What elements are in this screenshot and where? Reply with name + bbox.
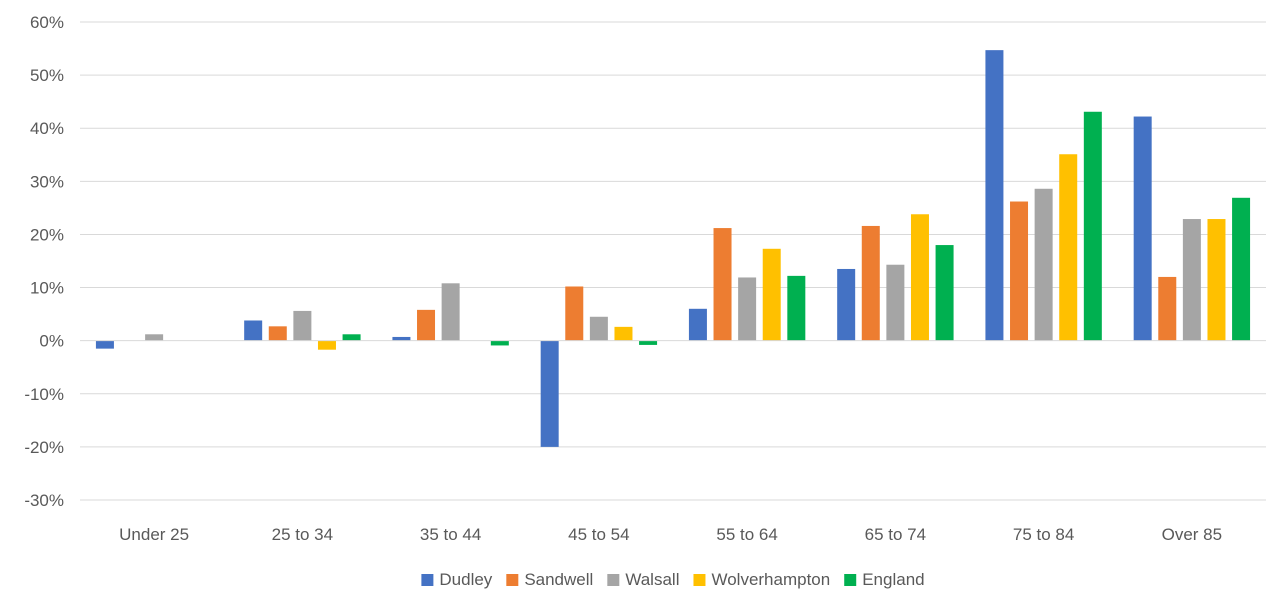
bars bbox=[95, 50, 1251, 447]
bar-dudley-under-25 bbox=[95, 340, 114, 349]
bar-dudley-75-to-84 bbox=[985, 50, 1004, 341]
bar-dudley-35-to-44 bbox=[392, 336, 411, 341]
y-tick-label: 40% bbox=[30, 119, 64, 138]
bar-wolverhampton-75-to-84 bbox=[1059, 154, 1078, 341]
bar-england-55-to-64 bbox=[787, 275, 806, 341]
bar-england-25-to-34 bbox=[342, 334, 361, 341]
x-tick-label: Over 85 bbox=[1162, 525, 1222, 544]
x-tick-label: 45 to 54 bbox=[568, 525, 629, 544]
legend-swatch-wolverhampton bbox=[693, 574, 706, 586]
y-tick-label: -20% bbox=[24, 438, 64, 457]
bar-wolverhampton-65-to-74 bbox=[910, 214, 929, 341]
bar-wolverhampton-55-to-64 bbox=[762, 248, 781, 341]
bar-england-75-to-84 bbox=[1083, 111, 1102, 341]
x-tick-label: 25 to 34 bbox=[272, 525, 333, 544]
legend-label-wolverhampton: Wolverhampton bbox=[711, 570, 830, 589]
bar-wolverhampton-over-85 bbox=[1207, 219, 1226, 341]
legend-label-england: England bbox=[862, 570, 924, 589]
bar-sandwell-over-85 bbox=[1158, 276, 1177, 341]
bar-walsall-55-to-64 bbox=[738, 277, 757, 341]
bar-dudley-55-to-64 bbox=[688, 308, 707, 341]
bar-sandwell-45-to-54 bbox=[565, 286, 584, 341]
bar-dudley-over-85 bbox=[1133, 116, 1152, 341]
gridlines bbox=[80, 21, 1266, 501]
bar-sandwell-35-to-44 bbox=[417, 309, 436, 341]
bar-england-35-to-44 bbox=[490, 340, 509, 346]
bar-dudley-45-to-54 bbox=[540, 340, 559, 447]
y-tick-label: 50% bbox=[30, 66, 64, 85]
y-tick-label: 30% bbox=[30, 172, 64, 191]
legend-swatch-sandwell bbox=[506, 574, 519, 586]
legend-label-sandwell: Sandwell bbox=[524, 570, 593, 589]
bar-walsall-25-to-34 bbox=[293, 310, 312, 341]
bar-dudley-25-to-34 bbox=[244, 320, 263, 341]
x-tick-label: Under 25 bbox=[119, 525, 189, 544]
x-axis-ticks: Under 25 25 to 34 35 to 44 45 to 54 55 to 64… bbox=[119, 525, 1222, 544]
y-tick-label: -30% bbox=[24, 491, 64, 510]
y-tick-label: 60% bbox=[30, 13, 64, 32]
y-axis-ticks: -30% -20% -10% 0% 10% 20% 30% 40% 50% 60% bbox=[24, 13, 64, 510]
legend-swatch-dudley bbox=[421, 574, 434, 586]
bar-wolverhampton-45-to-54 bbox=[614, 326, 633, 341]
legend-label-dudley: Dudley bbox=[439, 570, 492, 589]
legend: Dudley Sandwell Walsall Wolverhampton Englan… bbox=[421, 570, 925, 589]
x-tick-label: 75 to 84 bbox=[1013, 525, 1074, 544]
bar-england-over-85 bbox=[1232, 197, 1251, 341]
legend-swatch-walsall bbox=[607, 574, 620, 586]
bar-walsall-75-to-84 bbox=[1034, 188, 1053, 341]
bar-walsall-under-25 bbox=[145, 334, 164, 341]
bar-walsall-45-to-54 bbox=[589, 316, 608, 341]
y-tick-label: 20% bbox=[30, 225, 64, 244]
bar-walsall-65-to-74 bbox=[886, 264, 905, 341]
x-tick-label: 35 to 44 bbox=[420, 525, 481, 544]
bar-sandwell-55-to-64 bbox=[713, 228, 732, 341]
y-tick-label: 10% bbox=[30, 279, 64, 298]
bar-england-45-to-54 bbox=[639, 340, 658, 345]
y-tick-label: 0% bbox=[39, 332, 64, 351]
bar-wolverhampton-25-to-34 bbox=[317, 340, 336, 350]
bar-sandwell-65-to-74 bbox=[861, 225, 880, 341]
bar-walsall-35-to-44 bbox=[441, 283, 460, 341]
x-tick-label: 55 to 64 bbox=[716, 525, 777, 544]
bar-sandwell-75-to-84 bbox=[1010, 201, 1029, 341]
x-tick-label: 65 to 74 bbox=[865, 525, 926, 544]
bar-walsall-over-85 bbox=[1182, 219, 1201, 341]
bar-dudley-65-to-74 bbox=[837, 268, 856, 341]
bar-england-65-to-74 bbox=[935, 245, 954, 341]
legend-label-walsall: Walsall bbox=[625, 570, 679, 589]
y-tick-label: -10% bbox=[24, 385, 64, 404]
bar-sandwell-25-to-34 bbox=[268, 326, 287, 341]
legend-swatch-england bbox=[844, 574, 857, 586]
